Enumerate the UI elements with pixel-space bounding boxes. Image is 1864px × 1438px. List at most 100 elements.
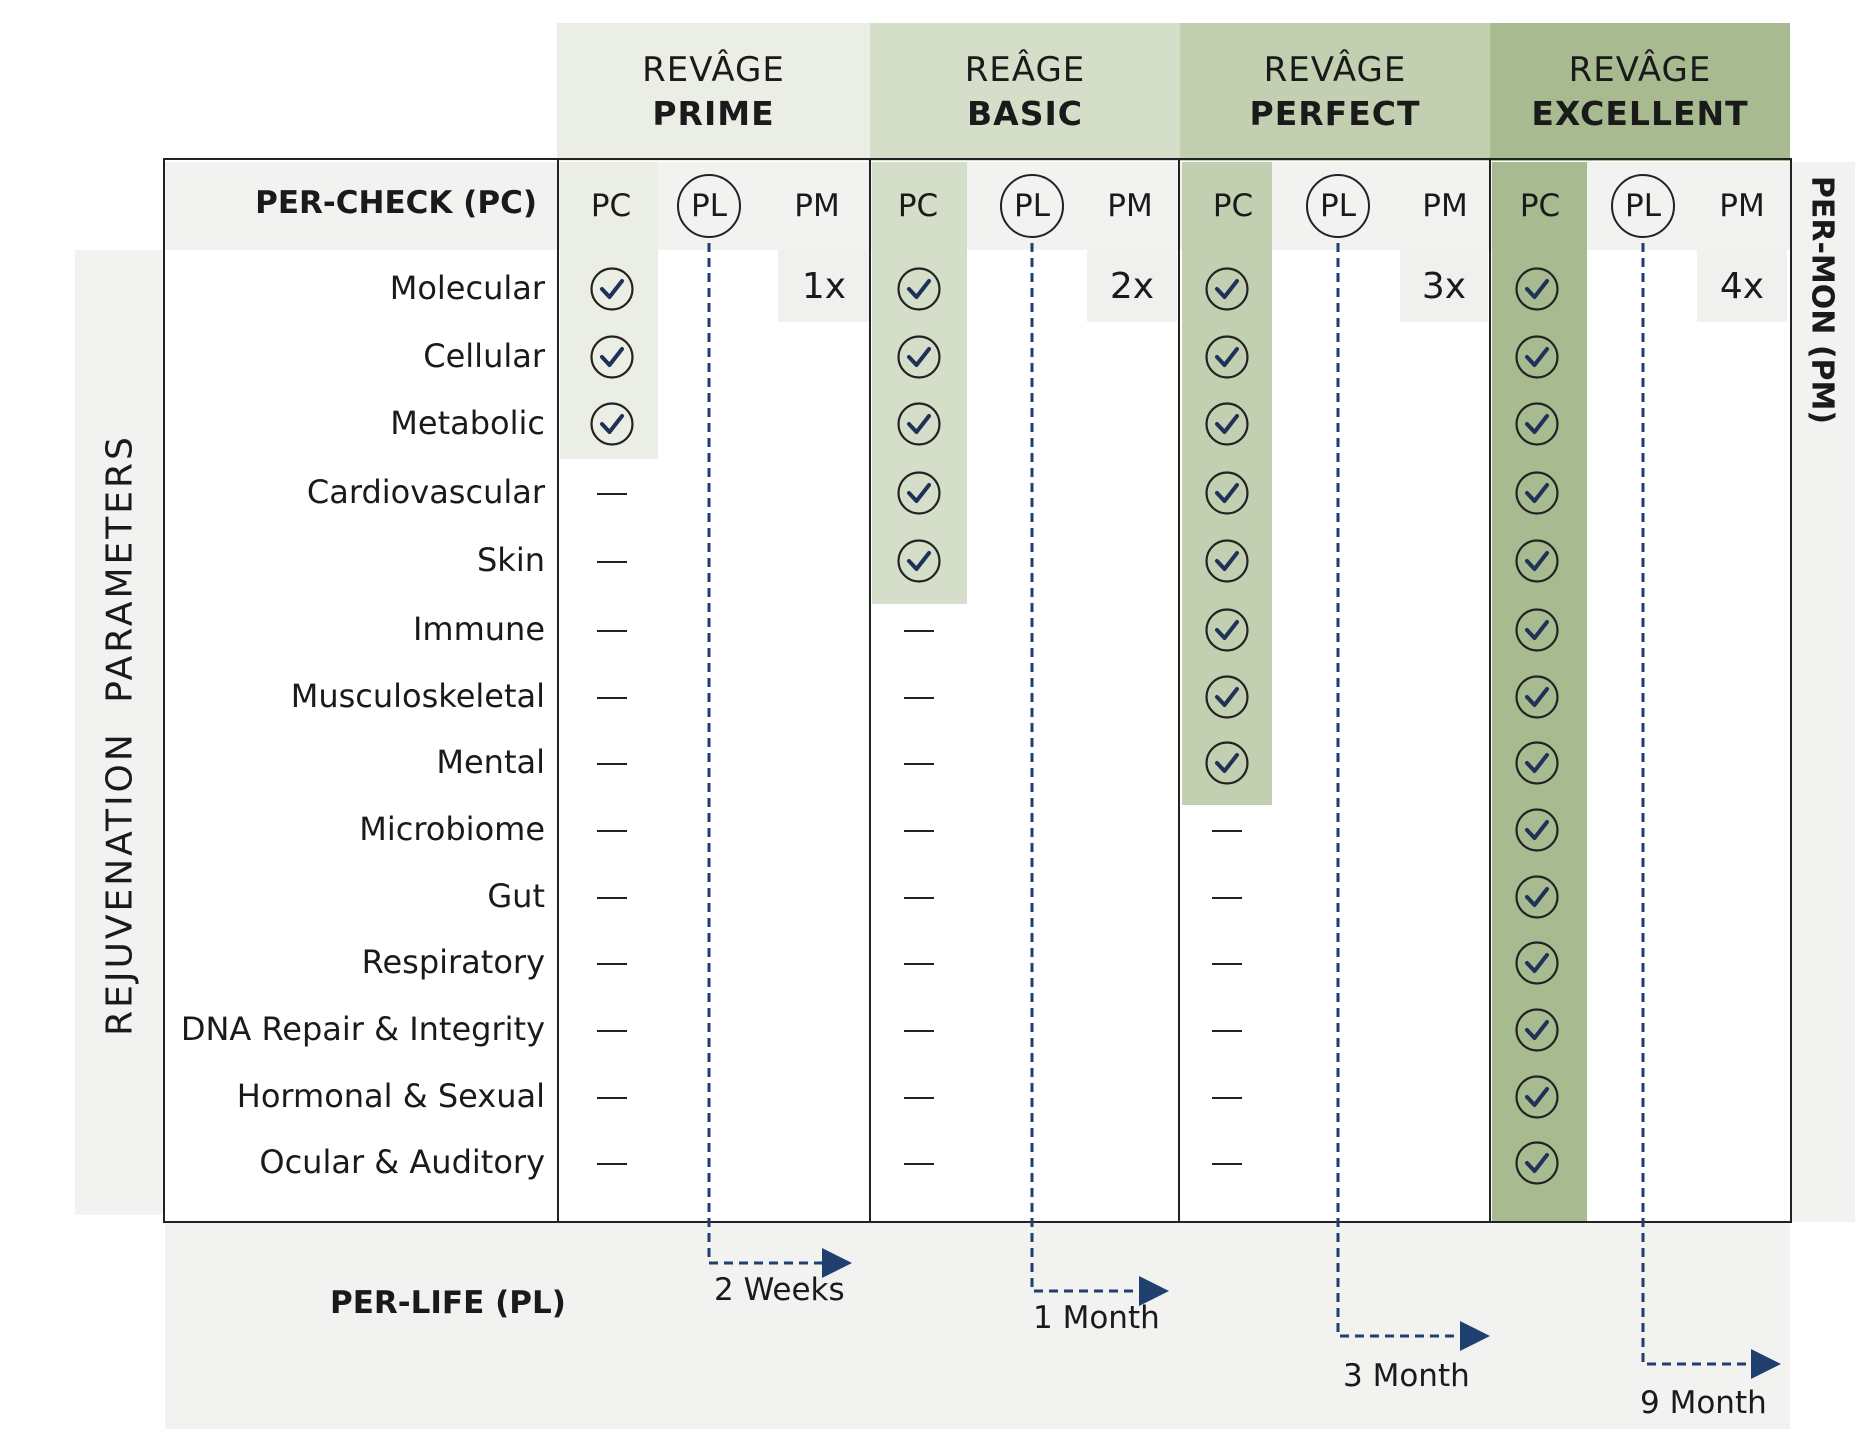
dash-mark [597,697,627,699]
check-icon [1515,808,1559,852]
plan-header-basic: REÂGE BASIC [870,23,1180,161]
parameter-label: Ocular & Auditory [259,1143,545,1181]
dash-mark [597,830,627,832]
parameter-label: Metabolic [390,404,545,442]
check-icon [1515,875,1559,919]
col-divider [1489,160,1491,1221]
header-bg-excellent [1490,23,1790,161]
pl-duration-perfect: 3 Month [1343,1358,1470,1394]
check-icon [1515,941,1559,985]
check-icon [1515,402,1559,446]
dash-mark [904,630,934,632]
check-icon [1205,471,1249,515]
pm-value-perfect: 3x [1421,265,1467,307]
dash-mark [1212,1030,1242,1032]
per-mon-panel [1790,162,1855,1222]
parameter-label: Hormonal & Sexual [236,1077,545,1115]
parameter-label: Mental [436,743,545,781]
check-icon [897,335,941,379]
colhead-pc-excellent: PC [1519,188,1561,224]
check-icon [1205,267,1249,311]
pl-duration-prime: 2 Weeks [714,1272,845,1308]
dash-mark [904,1030,934,1032]
plan-header-excellent: REVÂGE EXCELLENT [1490,23,1790,161]
check-icon [1515,335,1559,379]
dash-mark [597,963,627,965]
check-icon [897,539,941,583]
parameter-label: Respiratory [361,943,545,981]
dash-mark [597,561,627,563]
pm-box-excellent: 4x [1697,250,1787,322]
check-icon [1205,402,1249,446]
per-life-label: PER-LIFE (PL) [330,1285,566,1321]
parameter-label: Gut [487,877,545,915]
check-icon [1515,1075,1559,1119]
dash-mark [904,963,934,965]
plan-name: BASIC [967,94,1083,133]
col-divider [869,160,871,1221]
pm-box-prime: 1x [778,250,870,322]
pl-arrow-prime [707,243,852,1278]
parameter-label: Skin [476,541,545,579]
dash-mark [904,1097,934,1099]
pc-highlight-basic [872,162,967,604]
colhead-pm-excellent: PM [1719,188,1765,224]
check-icon [1515,1141,1559,1185]
parameter-label: DNA Repair & Integrity [180,1010,545,1048]
pc-highlight-prime [560,162,658,459]
parameter-label: Immune [412,610,545,648]
dash-mark [1212,897,1242,899]
plan-brand: REVÂGE [1568,50,1712,90]
pm-box-basic: 2x [1087,250,1177,322]
pm-value-basic: 2x [1109,265,1155,307]
colhead-pm-basic: PM [1107,188,1153,224]
check-icon [1205,335,1249,379]
col-divider [557,160,559,1221]
parameter-label: Cardiovascular [306,473,545,511]
plan-name: PERFECT [1249,94,1421,133]
plan-header-perfect: REVÂGE PERFECT [1180,23,1490,161]
dash-mark [904,763,934,765]
dash-mark [597,1163,627,1165]
parameter-label: Cellular [423,337,545,375]
pl-arrow-excellent [1641,243,1781,1379]
parameter-list: Molecular Cellular Metabolic Cardiovascular… [165,250,545,1210]
check-icon [590,335,634,379]
check-icon [1515,675,1559,719]
check-icon [897,471,941,515]
parameter-label: Musculoskeletal [290,677,545,715]
dash-mark [904,1163,934,1165]
check-icon [590,267,634,311]
pm-value-prime: 1x [801,265,847,307]
plan-name: PRIME [652,94,775,133]
dash-mark [1212,830,1242,832]
check-icon [1515,539,1559,583]
check-icon [1515,741,1559,785]
plan-brand: REVÂGE [1263,50,1407,90]
pl-arrow-basic [1030,243,1169,1306]
dash-mark [1212,1163,1242,1165]
check-icon [897,267,941,311]
side-label-panel [75,250,165,1215]
colhead-pc-perfect: PC [1212,188,1254,224]
header-bg-perfect [1180,23,1490,161]
plan-brand: REVÂGE [642,50,785,90]
check-icon [1205,675,1249,719]
pl-arrow-perfect [1336,243,1490,1351]
dash-mark [597,763,627,765]
parameter-label: Microbiome [359,810,545,848]
plan-header-prime: REVÂGE PRIME [557,23,870,161]
dash-mark [904,897,934,899]
check-icon [1515,267,1559,311]
colhead-pc-basic: PC [897,188,939,224]
col-divider [1178,160,1180,1221]
pl-duration-basic: 1 Month [1033,1300,1160,1336]
pm-box-perfect: 3x [1400,250,1488,322]
parameter-label: Molecular [389,269,545,307]
pc-highlight-excellent [1492,162,1587,1222]
dash-mark [597,1097,627,1099]
plan-brand: REÂGE [964,50,1086,90]
per-life-panel [165,1222,1790,1429]
dash-mark [597,897,627,899]
